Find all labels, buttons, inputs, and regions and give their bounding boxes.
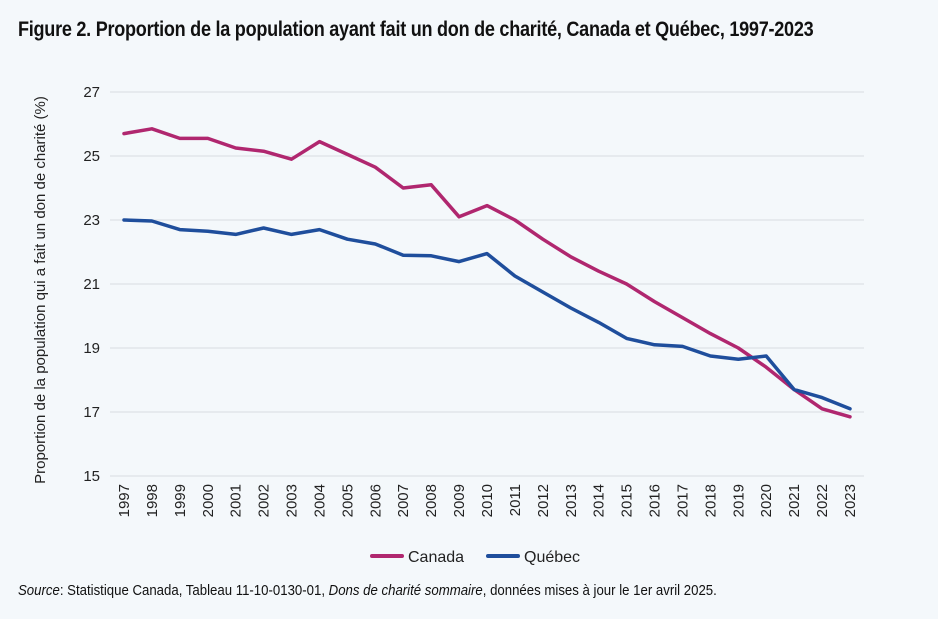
source-text-2: , données mises à jour le 1er avril 2025…: [482, 582, 717, 599]
x-tick-label: 2010: [479, 484, 496, 517]
x-tick-label: 2007: [395, 484, 412, 517]
source-label: Source: [18, 582, 60, 599]
x-tick-label: 2015: [619, 484, 636, 517]
source-text-1: : Statistique Canada, Tableau 11-10-0130…: [59, 582, 329, 599]
y-tick-label: 23: [83, 212, 100, 229]
x-tick-label: 2017: [674, 484, 691, 517]
legend-label-canada: Canada: [408, 549, 464, 566]
y-axis-label: Proportion de la population qui a fait u…: [32, 96, 49, 484]
x-tick-label: 2022: [814, 484, 831, 517]
x-tick-label: 2014: [591, 484, 608, 517]
x-tick-label: 2016: [647, 484, 664, 517]
x-tick-label: 2001: [228, 484, 245, 517]
source-note: Source: Statistique Canada, Tableau 11-1…: [18, 582, 717, 599]
series-lines: [122, 127, 852, 419]
x-tick-label: 2023: [842, 484, 859, 517]
y-tick-label: 17: [83, 404, 100, 421]
y-axis-ticks: 15 17 19 21 23 25 27: [83, 84, 100, 485]
y-tick-label: 25: [83, 148, 100, 165]
y-tick-label: 21: [83, 276, 100, 293]
y-tick-label: 27: [83, 84, 100, 101]
series-line-quebec: [122, 218, 852, 411]
x-tick-label: 1998: [144, 484, 161, 517]
source-publication: Dons de charité sommaire: [328, 582, 483, 599]
x-tick-label: 2020: [758, 484, 775, 517]
x-tick-label: 2006: [367, 484, 384, 517]
y-tick-label: 19: [83, 340, 100, 357]
x-tick-label: 2021: [786, 484, 803, 517]
x-tick-label: 1999: [172, 484, 189, 517]
x-tick-label: 2011: [507, 484, 524, 516]
x-tick-label: 1997: [116, 484, 133, 517]
gridlines: [110, 91, 864, 477]
x-tick-label: 2008: [423, 484, 440, 517]
x-tick-label: 2002: [256, 484, 273, 517]
x-axis-ticks: 1997 1998 1999 2000 2001 2002 2003 2004 2005 2006…: [116, 484, 859, 517]
legend: Canada Québec: [370, 549, 580, 566]
y-tick-label: 15: [83, 468, 100, 485]
series-line-canada: [122, 127, 852, 419]
x-tick-label: 2003: [284, 484, 301, 517]
x-tick-label: 2004: [311, 484, 328, 517]
x-tick-label: 2013: [563, 484, 580, 517]
x-tick-label: 2009: [451, 484, 468, 517]
chart-title: Figure 2. Proportion de la population ay…: [18, 18, 814, 41]
x-tick-label: 2019: [730, 484, 747, 517]
x-tick-label: 2005: [339, 484, 356, 517]
x-tick-label: 2000: [200, 484, 217, 517]
x-tick-label: 2018: [702, 484, 719, 517]
x-tick-label: 2012: [535, 484, 552, 517]
legend-label-quebec: Québec: [524, 549, 580, 566]
